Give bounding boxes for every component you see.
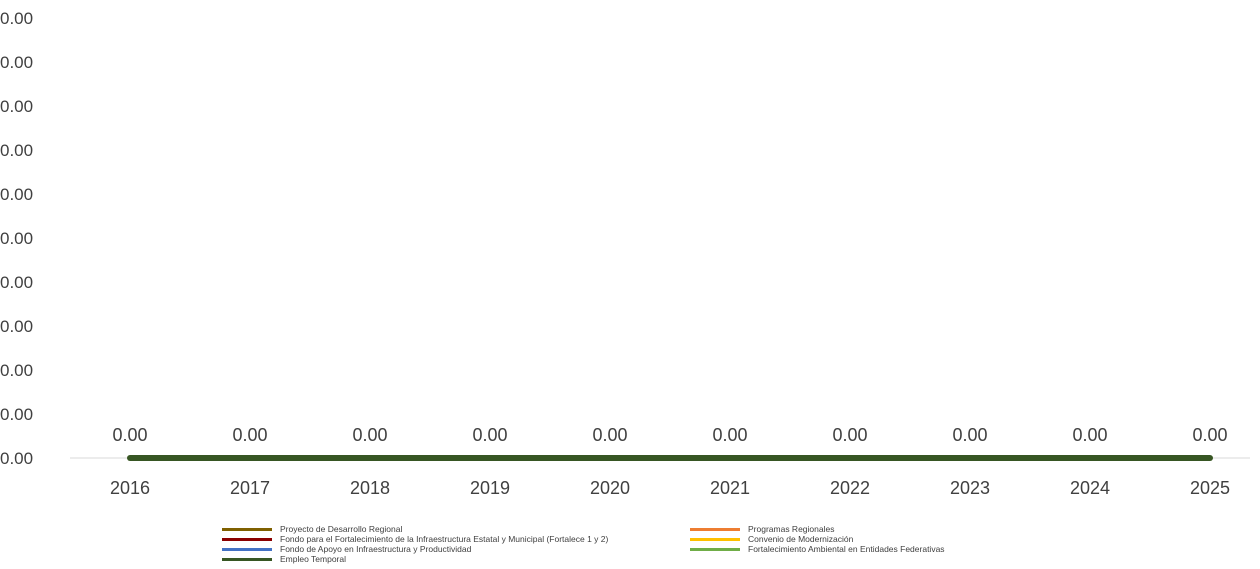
data-label: 0.00: [112, 425, 147, 445]
y-tick-label: 0.00: [0, 405, 33, 424]
legend-label: Convenio de Modernización: [748, 534, 854, 544]
data-label: 0.00: [352, 425, 387, 445]
data-labels: 0.00 0.00 0.00 0.00 0.00 0.00 0.00 0.00 0.00 0.00: [112, 425, 1227, 445]
legend-label: Proyecto de Desarrollo Regional: [280, 524, 403, 534]
y-tick-label: 0.00: [0, 317, 33, 336]
legend-label: Fondo de Apoyo en Infraestructura y Prod…: [280, 544, 472, 554]
data-label: 0.00: [592, 425, 627, 445]
y-axis-tick-labels: 0.00 0.00 0.00 0.00 0.00 0.00 0.00 0.00 0.00 0.00…: [0, 9, 33, 468]
legend-swatch: [222, 527, 272, 531]
x-tick-label: 2017: [230, 478, 270, 498]
legend-swatch: [690, 537, 740, 541]
x-tick-label: 2023: [950, 478, 990, 498]
x-tick-label: 2020: [590, 478, 630, 498]
legend-label: Fortalecimiento Ambiental en Entidades F…: [748, 544, 945, 554]
legend-item: Fondo de Apoyo en Infraestructura y Prod…: [222, 544, 690, 554]
legend-label: Empleo Temporal: [280, 554, 346, 564]
x-tick-label: 2019: [470, 478, 510, 498]
legend-item: Proyecto de Desarrollo Regional: [222, 524, 690, 534]
y-tick-label: 0.00: [0, 9, 33, 28]
legend-label: Fondo para el Fortalecimiento de la Infr…: [280, 534, 609, 544]
data-label: 0.00: [1192, 425, 1227, 445]
x-tick-label: 2018: [350, 478, 390, 498]
x-tick-label: 2021: [710, 478, 750, 498]
legend-label: Programas Regionales: [748, 524, 835, 534]
legend-swatch: [222, 557, 272, 561]
legend-item: Fortalecimiento Ambiental en Entidades F…: [690, 544, 1010, 554]
data-label: 0.00: [712, 425, 747, 445]
data-label: 0.00: [1072, 425, 1107, 445]
y-tick-label: 0.00: [0, 53, 33, 72]
legend-swatch: [222, 547, 272, 551]
legend: Proyecto de Desarrollo Regional Programas…: [222, 524, 1022, 564]
x-tick-label: 2016: [110, 478, 150, 498]
x-tick-label: 2022: [830, 478, 870, 498]
y-tick-label: 0.00: [0, 97, 33, 116]
legend-item: Convenio de Modernización: [690, 534, 1010, 544]
y-tick-label: 0.00: [0, 141, 33, 160]
data-label: 0.00: [952, 425, 987, 445]
y-tick-label: 0.00: [0, 185, 33, 204]
x-axis-tick-labels: 2016 2017 2018 2019 2020 2021 2022 2023 2024 2025: [110, 478, 1230, 498]
legend-item: Fondo para el Fortalecimiento de la Infr…: [222, 534, 690, 544]
legend-item: Empleo Temporal: [222, 554, 690, 564]
y-tick-label: 0.00: [0, 229, 33, 248]
data-label: 0.00: [832, 425, 867, 445]
legend-swatch: [690, 547, 740, 551]
y-tick-label: 0.00: [0, 449, 33, 468]
x-tick-label: 2025: [1190, 478, 1230, 498]
y-tick-label: 0.00: [0, 273, 33, 292]
x-tick-label: 2024: [1070, 478, 1110, 498]
data-label: 0.00: [472, 425, 507, 445]
legend-swatch: [222, 537, 272, 541]
data-label: 0.00: [232, 425, 267, 445]
legend-swatch: [690, 527, 740, 531]
legend-item: Programas Regionales: [690, 524, 1010, 534]
y-tick-label: 0.00: [0, 361, 33, 380]
